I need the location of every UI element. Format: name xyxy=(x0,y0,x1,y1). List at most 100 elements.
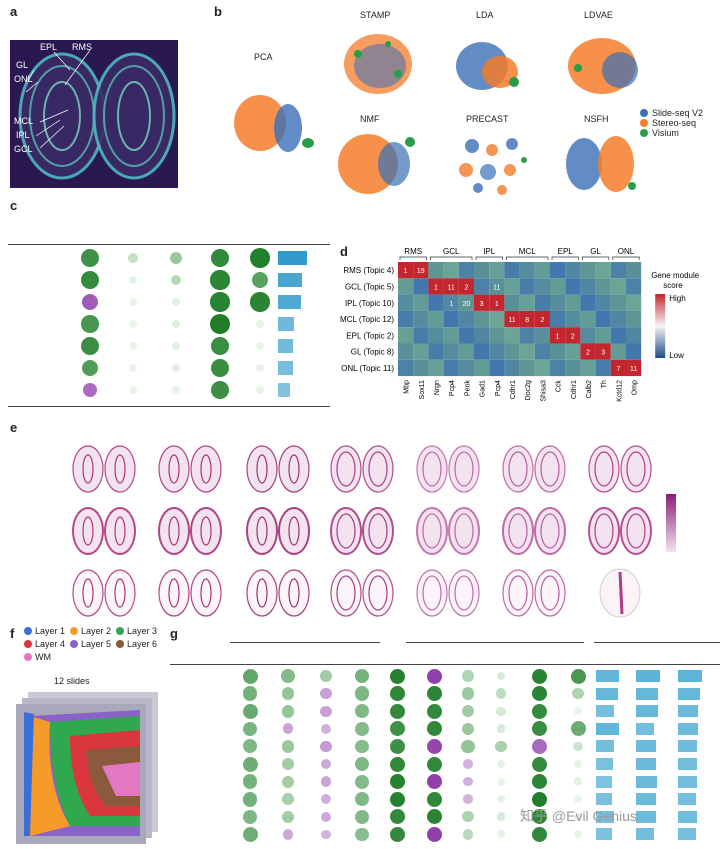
score-circle xyxy=(461,722,475,736)
heatmap-cell xyxy=(534,327,550,344)
spatial-map-svg xyxy=(72,445,136,493)
heatmap-cell xyxy=(534,343,550,360)
aggregate-bar xyxy=(278,383,291,397)
score-circle xyxy=(574,812,582,821)
score-circle xyxy=(171,319,181,329)
legend-gradient xyxy=(666,494,676,552)
heatmap-cell xyxy=(474,294,490,311)
score-circle xyxy=(463,794,473,805)
gene-label: Mbp xyxy=(404,380,411,394)
panel-b: PCA STAMP LDA LDVAE NMF PRECAST NS xyxy=(210,10,720,200)
score-circle xyxy=(242,826,258,842)
umap-title-ldvae: LDVAE xyxy=(584,10,613,20)
spatial-map xyxy=(412,566,484,620)
aggregate-bar xyxy=(678,670,702,682)
score-circle xyxy=(531,738,547,754)
gene-group-bracket xyxy=(430,256,473,260)
heatmap-cell-annotation: 1 xyxy=(495,301,499,308)
score-circle xyxy=(210,270,230,290)
layer-legend-dot xyxy=(24,653,32,661)
score-circle xyxy=(531,826,547,842)
heatmap-cell xyxy=(580,327,596,344)
aggregate-bar xyxy=(596,775,612,788)
score-circle xyxy=(531,756,547,772)
score-circle xyxy=(82,382,98,398)
heatmap-row-label: MCL (Topic 12) xyxy=(340,315,394,324)
aggregate-bar xyxy=(678,775,697,788)
aggregate-bar xyxy=(678,722,698,735)
score-circle xyxy=(319,669,333,683)
score-circle xyxy=(497,777,505,786)
score-circle xyxy=(495,740,507,753)
heatmap-cell xyxy=(580,359,596,377)
gene-label: Calb2 xyxy=(586,380,593,398)
score-circle xyxy=(320,758,332,770)
score-circle xyxy=(320,688,332,700)
score-circle xyxy=(496,671,506,681)
gene-label: Pcp4 xyxy=(495,380,502,396)
heatmap-cell xyxy=(443,278,459,295)
aggregate-bar xyxy=(596,705,614,718)
spatial-map xyxy=(68,504,140,558)
heatmap-cell xyxy=(504,310,520,328)
gene-group-bracket xyxy=(475,256,503,260)
aggregate-bar xyxy=(278,273,303,287)
panel-f: Layer 1 Layer 2 Layer 3 Layer 4 Layer 5 Layer… xyxy=(10,626,170,849)
score-circle xyxy=(321,829,331,840)
layer-legend-label: Layer 4 xyxy=(35,639,66,649)
spatial-map-svg xyxy=(158,569,222,617)
heatmap-cell xyxy=(398,262,414,279)
score-circle xyxy=(80,336,100,356)
heatmap-cell-annotation: 3 xyxy=(480,301,484,308)
score-circle xyxy=(282,758,294,770)
layer-legend-dot xyxy=(24,627,32,635)
score-circle xyxy=(426,703,442,719)
heatmap-cell xyxy=(489,310,505,328)
score-circle xyxy=(462,829,474,840)
gene-group-label: IPL xyxy=(483,247,496,256)
score-circle xyxy=(531,791,547,807)
heatmap-cell xyxy=(550,343,566,360)
score-circle xyxy=(389,686,405,702)
legend-label: Slide-seq V2 xyxy=(652,108,704,118)
spatial-map-svg xyxy=(502,445,566,493)
heatmap-cell xyxy=(489,359,505,377)
score-circle xyxy=(320,811,332,822)
score-circle xyxy=(81,249,99,267)
heatmap-cell-annotation: 2 xyxy=(571,333,575,340)
score-circle xyxy=(171,363,181,373)
score-circle xyxy=(129,342,137,350)
legend-high: High xyxy=(669,294,685,303)
heatmap-cell xyxy=(519,327,535,344)
heatmap-cell xyxy=(550,327,566,344)
score-circle xyxy=(573,777,583,786)
heatmap-cell xyxy=(626,343,642,360)
aggregate-bar xyxy=(636,705,658,718)
score-circle xyxy=(574,795,582,804)
score-circle xyxy=(461,739,475,753)
spatial-map xyxy=(68,566,140,620)
score-circle xyxy=(496,812,506,822)
panel-label-f: f xyxy=(10,626,15,641)
heatmap-cell-annotation: 11 xyxy=(493,284,500,291)
gene-group-label: RMS xyxy=(404,247,422,256)
score-circle xyxy=(129,386,137,394)
heatmap-cell xyxy=(610,310,626,328)
panel-label-g: g xyxy=(170,626,178,641)
heatmap-cell-annotation: 1 xyxy=(449,301,453,308)
heatmap-cell xyxy=(458,359,474,377)
umap-pca xyxy=(234,95,314,152)
heatmap-row-label: IPL (Topic 10) xyxy=(345,299,394,308)
umap-ldvae xyxy=(568,38,638,94)
spatial-map xyxy=(584,442,656,496)
umap-title-stamp: STAMP xyxy=(360,10,391,20)
table-rule-bottom xyxy=(8,406,330,407)
score-circle xyxy=(172,386,180,394)
heatmap-cell-annotation: 2 xyxy=(586,350,590,357)
score-circle xyxy=(256,320,264,328)
heatmap-cell-annotation: 1 xyxy=(556,333,560,340)
layer-legend-item: Layer 6 xyxy=(116,639,157,649)
score-circle xyxy=(531,668,547,684)
heatmap-cell xyxy=(626,294,642,311)
heatmap-cell-annotation: 11 xyxy=(630,366,637,373)
